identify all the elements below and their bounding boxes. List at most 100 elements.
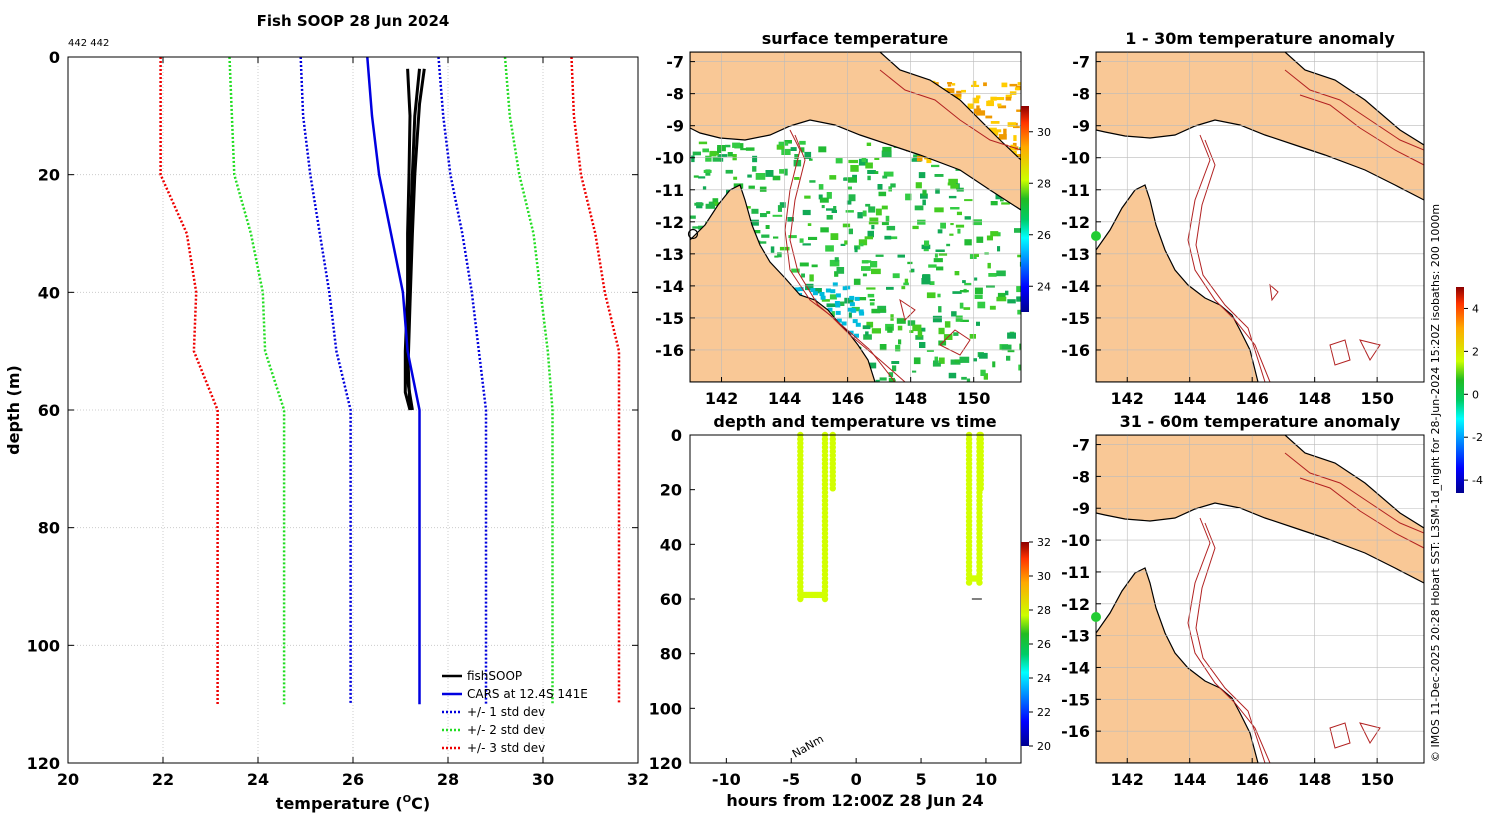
sst-pixel — [881, 150, 892, 158]
sst-pixel-warm — [983, 82, 987, 87]
sst-pixel — [861, 266, 871, 271]
y-tick-label: 40 — [660, 535, 682, 554]
y-tick-label: -16 — [1061, 722, 1090, 741]
sst-pixel-warm — [985, 115, 993, 119]
sst-pixel — [948, 178, 958, 185]
colorbar-tick-label: 30 — [1037, 126, 1051, 139]
anomaly-colorbar — [1456, 287, 1464, 493]
sst-pixel — [848, 312, 852, 319]
sst-pixel — [950, 223, 954, 226]
sst-pixel — [733, 176, 738, 180]
sst-pixel-warm — [951, 83, 956, 86]
sst-pixel — [920, 193, 928, 199]
sst-pixel-shelf — [827, 307, 833, 312]
sst-pixel — [779, 202, 786, 208]
isobaths — [784, 69, 1021, 382]
station-marker-ring — [687, 228, 699, 240]
y-tick-label: -15 — [1061, 309, 1090, 328]
sst-pixel — [962, 280, 966, 284]
sst-pixel — [974, 287, 983, 294]
sst-pixel — [836, 267, 845, 274]
sst-pixel — [989, 305, 996, 310]
sst-pixel-warm — [1016, 154, 1021, 159]
sst-pixel — [911, 158, 922, 162]
anomaly-31-60m-panel: 31 - 60m temperature anomaly 142 144 146 14… — [1061, 412, 1425, 789]
sst-pixel — [702, 186, 707, 190]
land-new-guinea — [1096, 52, 1424, 201]
sst-pixel — [801, 273, 805, 278]
sst-pixel — [869, 302, 875, 306]
y-tick-label: -12 — [1061, 213, 1090, 232]
sst-pixel-shelf — [810, 288, 816, 293]
sst-pixel — [896, 318, 906, 324]
sst-pixel — [854, 246, 858, 253]
sst-pixel — [703, 169, 712, 173]
sst-pixel — [776, 144, 785, 150]
sst-pixel — [997, 232, 1001, 237]
x-tick-label: 0 — [851, 770, 862, 789]
x-tick-label: 144 — [768, 389, 801, 408]
sst-pixel — [1007, 299, 1016, 304]
sst-pixel — [934, 253, 938, 258]
profile-x-label: temperature (OC) — [276, 794, 430, 813]
sst-pixel — [702, 148, 709, 153]
y-tick-label: -15 — [1061, 690, 1090, 709]
sst-pixel — [961, 376, 967, 380]
legend-label: +/- 3 std dev — [467, 741, 545, 755]
land-new-guinea — [690, 52, 1021, 211]
sst-pixel — [826, 303, 837, 307]
sst-pixel — [922, 274, 931, 279]
sst-pixel — [904, 278, 909, 284]
sst-pixel — [907, 261, 913, 265]
series-cars-at-12-4s-141e — [366, 56, 421, 705]
sst-pixel-shelf — [858, 309, 864, 314]
sst-pixel — [712, 198, 719, 205]
sst-pixel — [888, 377, 895, 382]
y-tick-label: -14 — [1061, 277, 1090, 296]
y-tick-label: -7 — [666, 53, 684, 72]
series-fishsoop-cast-3 — [406, 68, 426, 411]
sst-pixel — [698, 141, 708, 145]
sst-pixel — [1000, 199, 1004, 202]
sst-pixel — [725, 144, 731, 148]
cast-point — [977, 485, 984, 492]
sst-pixel — [966, 378, 971, 382]
sst-pixel — [809, 180, 816, 183]
sst-pixel — [834, 271, 839, 277]
y-tick-label: 0 — [671, 426, 682, 445]
sst-pixel — [884, 235, 892, 240]
x-tick-label: 5 — [915, 770, 926, 789]
sst-pixel — [821, 299, 830, 302]
y-tick-label: -8 — [666, 85, 684, 104]
nan-annotation: NaNm — [790, 732, 826, 760]
sst-pixel — [818, 146, 827, 153]
sst-pixel-warm — [1012, 142, 1017, 147]
sst-pixel — [948, 195, 957, 199]
sst-pixel — [825, 245, 834, 252]
anomaly-colorbar-ticks: 4 2 0 -2 -4 — [1464, 302, 1483, 487]
sst-pixel — [954, 271, 960, 276]
sst-pixel — [712, 156, 721, 162]
anomaly-31-60m-map — [1096, 435, 1424, 763]
sst-pixel — [996, 296, 1007, 302]
sst-pixel — [765, 170, 774, 177]
x-tick-label: 150 — [1360, 389, 1393, 408]
sst-pixel — [974, 294, 983, 299]
sst-pixel — [879, 377, 887, 381]
sst-pixel-warm — [1007, 122, 1017, 127]
sst-pixel — [917, 219, 926, 225]
sst-pixel-warm — [997, 103, 1002, 107]
sst-pixel — [1005, 290, 1009, 296]
sst-pixel-shelf — [854, 333, 859, 338]
sst-pixel — [959, 302, 964, 309]
y-tick-label: 100 — [649, 699, 682, 718]
sst-pixel — [1016, 296, 1021, 302]
sst-pixel — [898, 339, 902, 345]
sst-pixel — [903, 282, 909, 286]
x-tick-label: 148 — [1298, 389, 1331, 408]
series--1-std-dev — [299, 56, 352, 705]
map3-frame — [1095, 434, 1425, 764]
x-tick-label: 20 — [57, 770, 79, 789]
sst-pixel — [914, 205, 924, 211]
sst-pixel — [980, 369, 986, 376]
